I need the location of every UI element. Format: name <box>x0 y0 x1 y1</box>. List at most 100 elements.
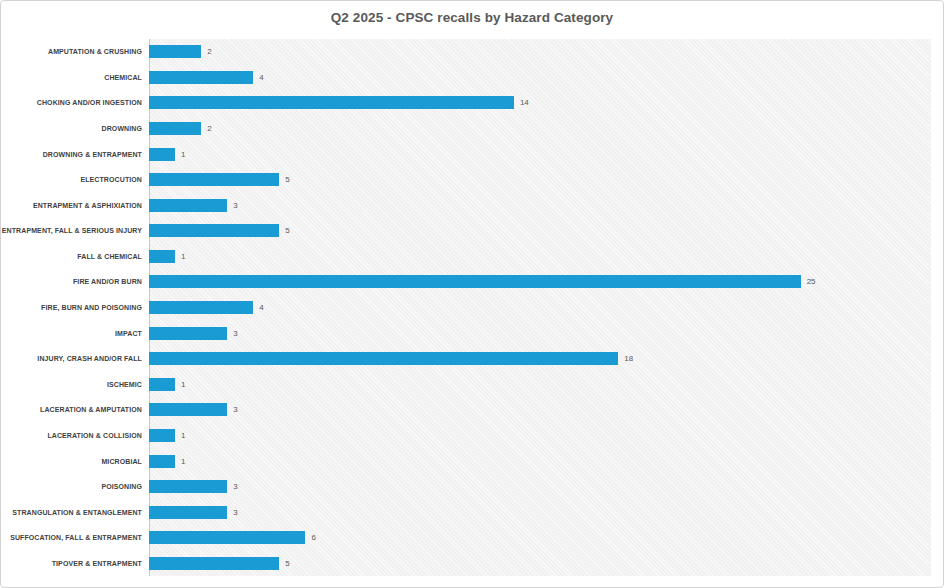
category-label: POISONING <box>1 483 149 490</box>
bar-track: 5 <box>149 218 931 244</box>
bar <box>149 506 227 519</box>
chart-row: FIRE, BURN AND POISONING 4 <box>1 295 931 321</box>
bar <box>149 71 253 84</box>
bar <box>149 480 227 493</box>
bar <box>149 173 279 186</box>
value-label: 3 <box>233 201 237 210</box>
bar-track: 25 <box>149 269 931 295</box>
chart-title: Q2 2025 - CPSC recalls by Hazard Categor… <box>1 10 943 25</box>
category-label: MICROBIAL <box>1 458 149 465</box>
category-label: ENTRAPMENT & ASPHIXIATION <box>1 202 149 209</box>
bar <box>149 250 175 263</box>
value-label: 5 <box>285 559 289 568</box>
bar-track: 14 <box>149 90 931 116</box>
bar-track: 4 <box>149 65 931 91</box>
bar-track: 2 <box>149 116 931 142</box>
bar <box>149 327 227 340</box>
category-label: INJURY, CRASH AND/OR FALL <box>1 355 149 362</box>
value-label: 25 <box>807 277 816 286</box>
chart-row: ISCHEMIC 1 <box>1 372 931 398</box>
bar <box>149 224 279 237</box>
value-label: 4 <box>259 303 263 312</box>
value-label: 1 <box>181 431 185 440</box>
bar-track: 1 <box>149 448 931 474</box>
bar-track: 2 <box>149 39 931 65</box>
value-label: 2 <box>207 124 211 133</box>
bar <box>149 148 175 161</box>
bar <box>149 531 305 544</box>
chart-row: ENTRAPMENT & ASPHIXIATION 3 <box>1 192 931 218</box>
category-label: FIRE, BURN AND POISONING <box>1 304 149 311</box>
value-label: 1 <box>181 150 185 159</box>
bar-track: 3 <box>149 320 931 346</box>
value-label: 18 <box>624 354 633 363</box>
bar <box>149 429 175 442</box>
chart-row: AMPUTATION & CRUSHING 2 <box>1 39 931 65</box>
bar <box>149 557 279 570</box>
value-label: 3 <box>233 482 237 491</box>
category-label: AMPUTATION & CRUSHING <box>1 48 149 55</box>
category-label: TIPOVER & ENTRAPMENT <box>1 560 149 567</box>
bar-track: 1 <box>149 372 931 398</box>
bar <box>149 275 801 288</box>
chart-row: DROWNING 2 <box>1 116 931 142</box>
category-label: DROWNING & ENTRAPMENT <box>1 151 149 158</box>
category-label: FIRE AND/OR BURN <box>1 278 149 285</box>
category-label: ISCHEMIC <box>1 381 149 388</box>
value-label: 4 <box>259 73 263 82</box>
chart-row: FALL & CHEMICAL 1 <box>1 244 931 270</box>
chart-row: LACERATION & COLLISION 1 <box>1 423 931 449</box>
category-label: LACERATION & AMPUTATION <box>1 406 149 413</box>
value-label: 1 <box>181 252 185 261</box>
category-label: CHEMICAL <box>1 74 149 81</box>
bar <box>149 199 227 212</box>
category-label: FALL & CHEMICAL <box>1 253 149 260</box>
bar <box>149 301 253 314</box>
bar-track: 5 <box>149 167 931 193</box>
bar-rows-container: AMPUTATION & CRUSHING 2 CHEMICAL 4 CHOKING A… <box>1 39 931 576</box>
category-label: LACERATION & COLLISION <box>1 432 149 439</box>
chart-row: TIPOVER & ENTRAPMENT 5 <box>1 551 931 577</box>
bar <box>149 378 175 391</box>
bar <box>149 455 175 468</box>
category-label: SUFFOCATION, FALL & ENTRAPMENT <box>1 534 149 541</box>
bar-track: 18 <box>149 346 931 372</box>
chart-canvas: Q2 2025 - CPSC recalls by Hazard Categor… <box>0 0 944 588</box>
chart-row: MICROBIAL1 <box>1 448 931 474</box>
category-label: STRANGULATION & ENTANGLEMENT <box>1 509 149 516</box>
bar-track: 1 <box>149 141 931 167</box>
value-label: 14 <box>520 98 529 107</box>
bar <box>149 122 201 135</box>
chart-row: SUFFOCATION, FALL & ENTRAPMENT 6 <box>1 525 931 551</box>
bar-track: 3 <box>149 474 931 500</box>
value-label: 5 <box>285 175 289 184</box>
chart-row: LACERATION & AMPUTATION3 <box>1 397 931 423</box>
value-label: 3 <box>233 508 237 517</box>
category-label: DROWNING <box>1 125 149 132</box>
bar-track: 4 <box>149 295 931 321</box>
bar <box>149 96 514 109</box>
category-label: IMPACT <box>1 330 149 337</box>
value-label: 2 <box>207 47 211 56</box>
value-label: 3 <box>233 329 237 338</box>
bar <box>149 403 227 416</box>
bar-track: 3 <box>149 397 931 423</box>
chart-row: ENTRAPMENT, FALL & SERIOUS INJURY 5 <box>1 218 931 244</box>
chart-row: CHOKING AND/OR INGESTION 14 <box>1 90 931 116</box>
value-label: 5 <box>285 226 289 235</box>
bar-track: 3 <box>149 499 931 525</box>
chart-row: STRANGULATION & ENTANGLEMENT 3 <box>1 499 931 525</box>
category-label: ENTRAPMENT, FALL & SERIOUS INJURY <box>1 227 149 234</box>
category-label: ELECTROCUTION <box>1 176 149 183</box>
bar-track: 3 <box>149 192 931 218</box>
value-label: 1 <box>181 380 185 389</box>
bar-track: 5 <box>149 551 931 577</box>
chart-row: IMPACT 3 <box>1 320 931 346</box>
bar-track: 6 <box>149 525 931 551</box>
value-label: 6 <box>311 533 315 542</box>
category-label: CHOKING AND/OR INGESTION <box>1 99 149 106</box>
chart-row: POISONING 3 <box>1 474 931 500</box>
chart-row: FIRE AND/OR BURN 25 <box>1 269 931 295</box>
bar-track: 1 <box>149 244 931 270</box>
chart-row: CHEMICAL 4 <box>1 65 931 91</box>
